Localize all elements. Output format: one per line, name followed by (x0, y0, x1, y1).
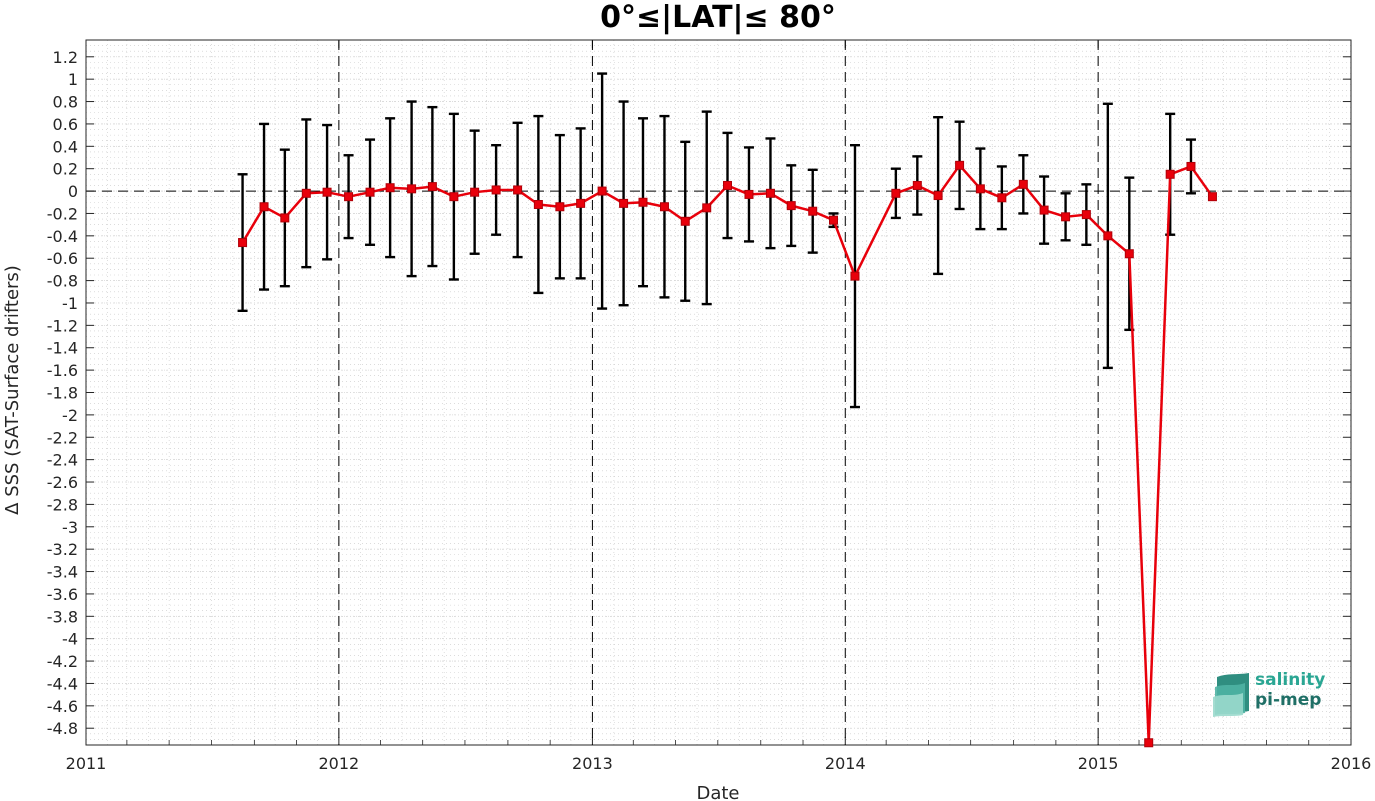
x-tick-label: 2014 (825, 754, 866, 773)
data-point (1207, 192, 1217, 202)
data-point (744, 189, 754, 199)
y-tick-label: -0.6 (47, 249, 78, 268)
data-point (955, 160, 965, 170)
data-point (1081, 210, 1091, 220)
logo-line1: salinity (1255, 670, 1325, 690)
y-tick-label: -1.4 (47, 339, 78, 358)
data-point (1165, 169, 1175, 179)
y-tick-label: -1.2 (47, 316, 78, 335)
data-point (322, 187, 332, 197)
data-point (449, 192, 459, 202)
series-line (241, 164, 1214, 745)
data-point (702, 203, 712, 213)
data-point (808, 206, 818, 216)
logo-waves-icon (1213, 673, 1249, 717)
y-tick-label: 0.2 (53, 160, 78, 179)
data-point (723, 180, 733, 190)
data-point (786, 201, 796, 211)
data-point (1124, 249, 1134, 259)
data-point (829, 215, 838, 225)
data-point (891, 188, 901, 198)
data-point (680, 216, 690, 226)
data-point (1061, 212, 1071, 222)
data-point (513, 185, 523, 195)
data-point (301, 188, 311, 198)
y-tick-label: 0 (68, 182, 78, 201)
data-point (619, 198, 629, 208)
y-tick-label: 1 (68, 70, 78, 89)
y-tick-label: -1.6 (47, 361, 78, 380)
data-point (933, 191, 943, 201)
data-point (659, 202, 669, 212)
y-tick-label: -3.2 (47, 540, 78, 559)
data-point (1186, 161, 1196, 171)
data-point (555, 202, 565, 212)
y-tick-label: -4.4 (47, 674, 78, 693)
y-tick-label: -1 (62, 294, 78, 313)
data-point (238, 238, 248, 248)
data-point (1039, 205, 1049, 215)
y-tick-label: -4 (62, 630, 78, 649)
data-point (638, 197, 648, 207)
y-tick-label: 0.4 (53, 137, 78, 156)
chart-title: 0°≤|LAT|≤ 80° (600, 0, 836, 35)
axes: 1.2 1 0.8 0.6 0.4 0.2 0 -0.2 -0.4 -0.6 -0.8 -1 -1.2 -… (47, 39, 1372, 773)
y-tick-label: -2.4 (47, 451, 78, 470)
data-point (975, 184, 985, 194)
data-point (280, 213, 290, 223)
data-point (912, 180, 922, 190)
data-point (597, 186, 607, 196)
y-tick-label: -4.8 (47, 719, 78, 738)
x-tick-label: 2011 (66, 754, 107, 773)
x-tick-label: 2012 (319, 754, 360, 773)
y-axis-label: Δ SSS (SAT-Surface drifters) (2, 265, 23, 515)
logo-line2: pi-mep (1255, 690, 1321, 710)
y-tick-label: -0.4 (47, 227, 78, 246)
y-tick-label: -4.6 (47, 697, 78, 716)
grid (85, 40, 1351, 745)
x-tick-label: 2013 (572, 754, 613, 773)
y-tick-label: -0.2 (47, 204, 78, 223)
data-point (407, 184, 417, 194)
y-tick-label: -3.8 (47, 607, 78, 626)
data-point (576, 198, 586, 208)
data-point (365, 187, 375, 197)
x-axis-label: Date (696, 783, 739, 801)
y-tick-label: -2.2 (47, 428, 78, 447)
salinity-pi-mep-logo: salinity pi-mep (1213, 670, 1325, 717)
x-tick-label: 2015 (1078, 754, 1119, 773)
y-tick-label: -3.6 (47, 585, 78, 604)
data-point (1103, 231, 1113, 241)
data-series (238, 160, 1217, 748)
y-tick-label: -2.6 (47, 473, 78, 492)
y-tick-label: -4.2 (47, 652, 78, 671)
y-tick-label: -1.8 (47, 384, 78, 403)
data-point (491, 185, 501, 195)
y-tick-label: -0.8 (47, 272, 78, 291)
data-point (427, 182, 437, 192)
data-point (1018, 179, 1028, 189)
data-point (850, 271, 860, 281)
y-tick-label: -3.4 (47, 563, 78, 582)
data-point (385, 183, 395, 193)
data-point (765, 188, 775, 198)
data-point (997, 193, 1007, 203)
y-tick-label: 0.6 (53, 115, 78, 134)
y-tick-label: -2.8 (47, 495, 78, 514)
data-point (344, 192, 354, 202)
data-point (1144, 738, 1154, 748)
data-point (259, 202, 269, 212)
y-tick-label: 1.2 (53, 48, 78, 67)
y-tick-label: -2 (62, 406, 78, 425)
x-tick-label: 2016 (1331, 754, 1372, 773)
y-tick-label: -3 (62, 518, 78, 537)
y-tick-label: 0.8 (53, 93, 78, 112)
plot-area-frame (85, 39, 1352, 746)
data-point (533, 200, 543, 209)
data-point (470, 187, 480, 197)
